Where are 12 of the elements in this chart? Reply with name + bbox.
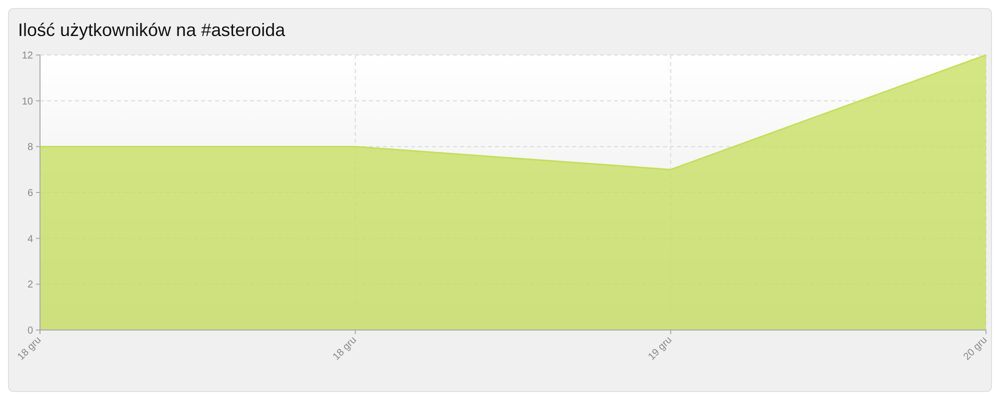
y-tick-label: 6 [27, 188, 34, 199]
chart-title: Ilość użytkowników na #asteroida [18, 20, 286, 40]
y-tick-label: 8 [27, 142, 34, 154]
y-tick-label: 12 [22, 50, 34, 62]
x-tick-label: 20 gru [962, 334, 990, 363]
x-tick-label: 18 gru [331, 334, 359, 363]
x-tick-label: 18 gru [16, 334, 44, 363]
y-tick-label: 0 [27, 326, 34, 336]
y-tick-label: 10 [22, 96, 34, 108]
y-tick-label: 2 [27, 280, 34, 291]
y-tick-label: 4 [27, 234, 34, 245]
x-tick-label: 19 gru [646, 334, 674, 363]
